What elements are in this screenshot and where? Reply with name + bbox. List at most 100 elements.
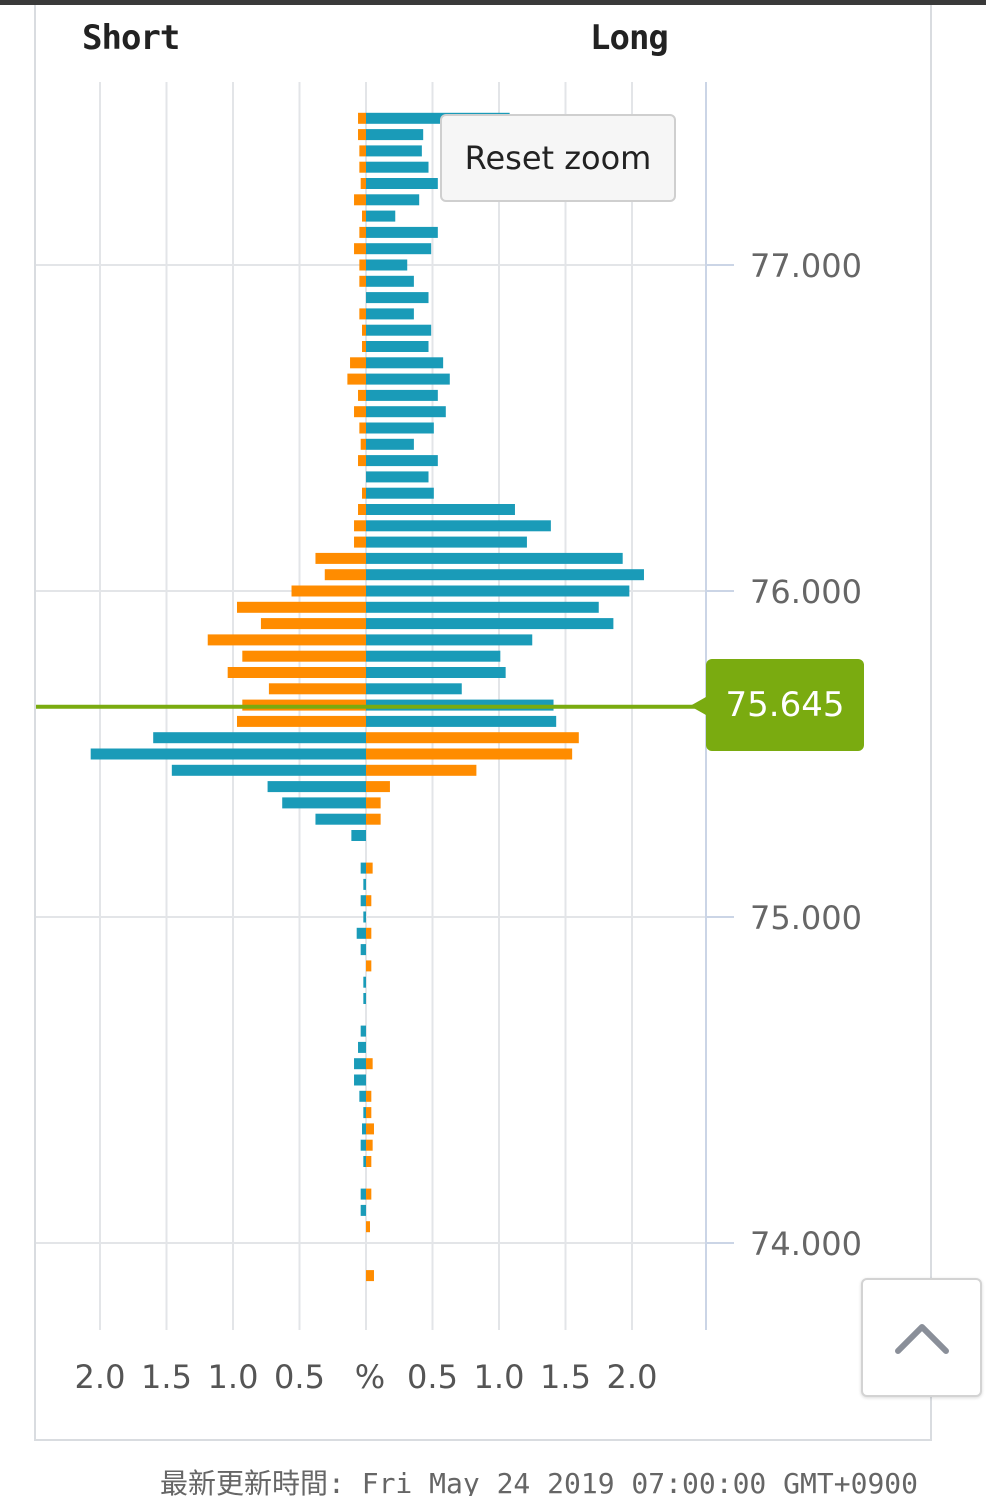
price-tick-label: 77.000 <box>750 247 862 285</box>
bar-orange <box>366 862 373 874</box>
bar-teal <box>366 618 614 630</box>
x-tick-label: 0.5 <box>274 1358 325 1396</box>
bar-teal <box>366 667 506 678</box>
long-label: Long <box>590 18 669 58</box>
bar-orange <box>366 797 381 809</box>
bar-orange <box>207 634 366 646</box>
bar-orange <box>359 308 366 320</box>
bar-teal <box>366 569 644 581</box>
bar-teal <box>354 1074 366 1086</box>
bar-orange <box>242 650 366 662</box>
chevron-up-icon <box>894 1323 949 1354</box>
bar-orange <box>366 781 390 793</box>
bar-teal <box>366 259 408 271</box>
bar-teal <box>366 292 429 304</box>
bar-orange <box>324 569 366 581</box>
bar-teal <box>360 1139 366 1151</box>
bar-orange <box>366 1090 372 1102</box>
bar-teal <box>366 406 446 418</box>
bar-orange <box>354 194 366 206</box>
bar-teal <box>360 1188 366 1200</box>
bar-teal <box>366 341 429 352</box>
bar-teal <box>366 275 414 287</box>
bar-teal <box>363 993 366 1004</box>
bar-orange <box>359 275 366 287</box>
bar-teal <box>360 895 366 907</box>
bar-teal <box>366 226 438 238</box>
bar-teal <box>360 1025 366 1037</box>
bar-orange <box>366 927 372 939</box>
bar-orange <box>362 210 366 222</box>
reset-zoom-button[interactable]: Reset zoom <box>440 114 676 202</box>
bar-teal <box>366 324 432 336</box>
bar-teal <box>366 145 422 157</box>
x-tick-label: 1.0 <box>474 1358 525 1396</box>
x-tick-label: 2.0 <box>607 1358 658 1396</box>
bar-teal <box>366 634 533 646</box>
bar-teal <box>366 455 438 467</box>
bar-orange <box>350 357 366 369</box>
bar-teal <box>366 601 599 613</box>
bar-orange <box>366 1107 372 1119</box>
bar-orange <box>291 585 366 597</box>
bar-teal <box>366 536 527 548</box>
x-tick-label: 1.5 <box>141 1358 192 1396</box>
bar-teal <box>351 830 366 841</box>
bar-orange <box>260 618 366 630</box>
scroll-to-top-button[interactable] <box>861 1278 982 1397</box>
bar-teal <box>359 1090 366 1102</box>
price-tick-label: 75.000 <box>750 899 862 937</box>
last-updated-text: 最新更新時間: Fri May 24 2019 07:00:00 GMT+090… <box>160 1467 919 1496</box>
bar-orange <box>358 455 366 467</box>
x-tick-label: 1.5 <box>540 1358 591 1396</box>
bar-teal <box>171 764 366 776</box>
bar-orange <box>315 552 366 564</box>
bar-teal <box>363 1107 366 1119</box>
bar-orange <box>359 422 366 434</box>
bar-teal <box>366 129 424 141</box>
bar-orange <box>366 764 477 776</box>
x-tick-label: 2.0 <box>75 1358 126 1396</box>
bar-teal <box>356 927 366 939</box>
bar-orange <box>359 161 366 173</box>
top-bar <box>0 0 986 5</box>
bar-teal <box>366 308 414 320</box>
bar-teal <box>366 683 462 695</box>
bar-teal <box>366 178 438 189</box>
bar-teal <box>366 243 432 255</box>
bar-orange <box>366 1156 372 1167</box>
bar-orange <box>236 715 366 727</box>
bar-teal <box>360 1204 366 1216</box>
bar-orange <box>366 732 579 744</box>
bar-orange <box>236 601 366 613</box>
bar-orange <box>366 748 573 760</box>
bar-teal <box>366 194 420 206</box>
bar-teal <box>366 438 414 450</box>
x-tick-label: % <box>355 1358 385 1396</box>
bar-orange <box>366 1058 373 1070</box>
bar-orange <box>359 259 366 271</box>
bar-teal <box>315 813 366 825</box>
bar-teal <box>366 715 557 727</box>
bar-orange <box>358 129 366 141</box>
bar-teal <box>363 976 366 988</box>
bar-orange <box>358 112 366 124</box>
bar-teal <box>267 781 366 793</box>
price-tick-label: 76.000 <box>750 573 862 611</box>
bar-orange <box>362 324 366 336</box>
bar-orange <box>362 487 366 499</box>
bar-orange <box>268 683 366 695</box>
bar-orange <box>366 1221 370 1233</box>
bar-teal <box>366 471 429 483</box>
bar-orange <box>366 960 372 972</box>
bar-teal <box>366 422 434 434</box>
bar-teal <box>360 862 366 874</box>
bar-orange <box>359 145 366 157</box>
bar-orange <box>366 895 372 907</box>
short-label: Short <box>82 18 180 58</box>
bar-orange <box>366 813 381 825</box>
bar-orange <box>358 389 366 401</box>
bar-orange <box>354 243 366 255</box>
bar-teal <box>358 1041 366 1053</box>
